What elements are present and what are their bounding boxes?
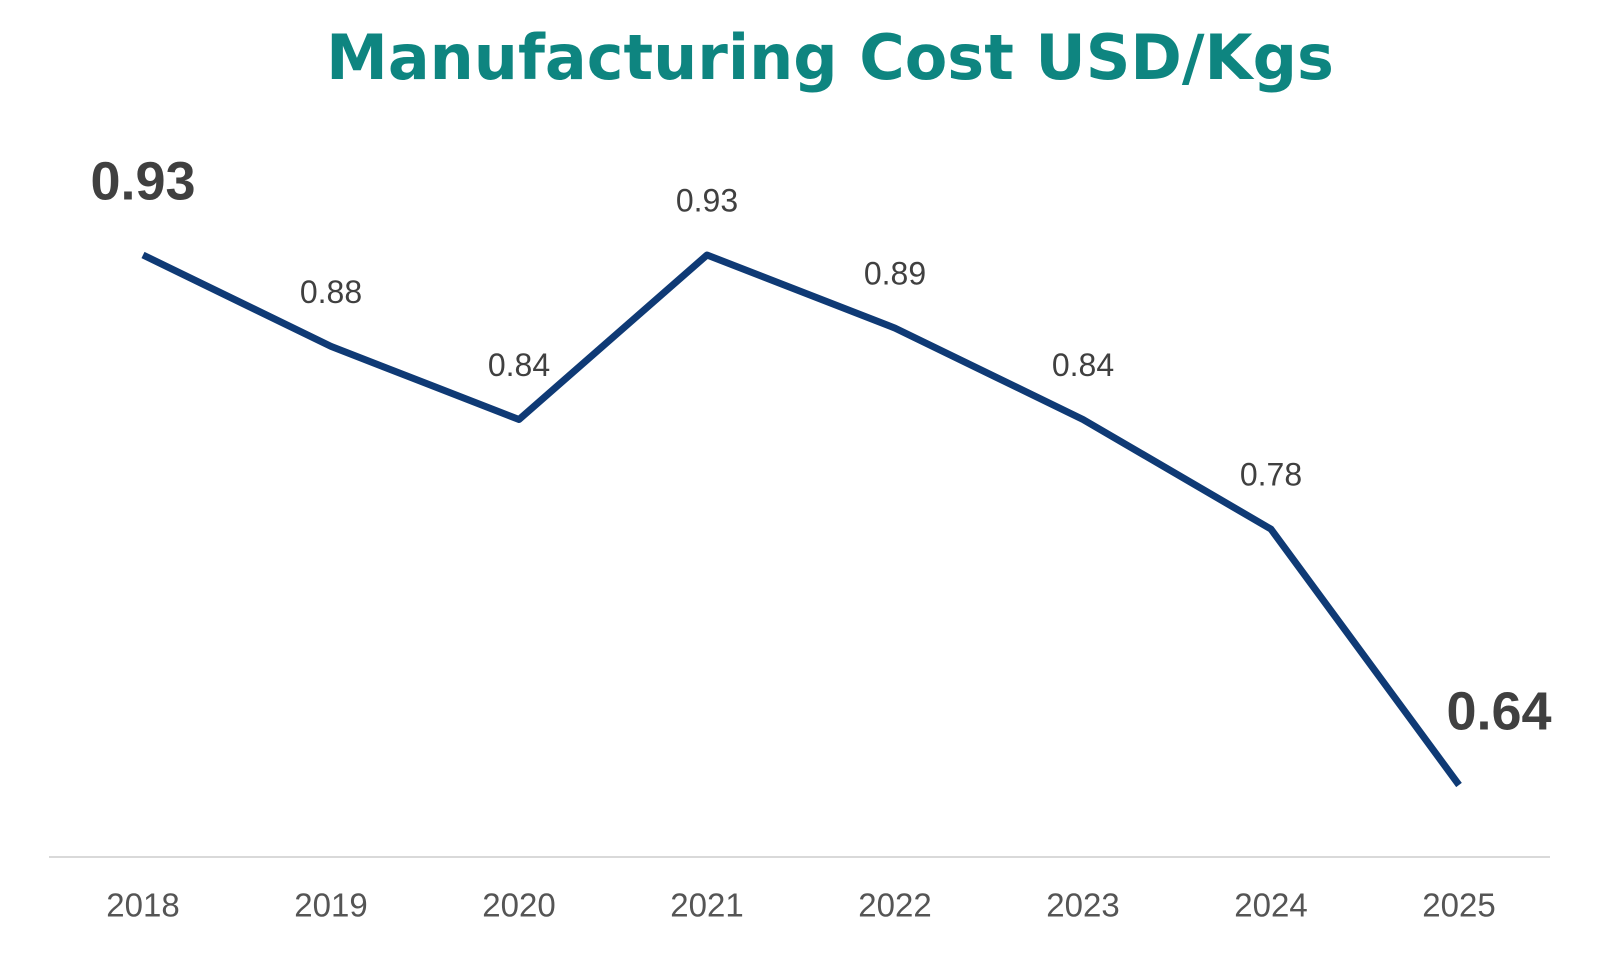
x-tick-label: 2025	[1422, 887, 1495, 924]
data-label: 0.89	[864, 256, 926, 292]
x-tick-label: 2020	[482, 887, 555, 924]
x-tick-label: 2024	[1234, 887, 1307, 924]
data-label: 0.93	[90, 151, 195, 211]
data-label: 0.84	[488, 347, 550, 383]
data-label: 0.84	[1052, 347, 1114, 383]
x-tick-label: 2023	[1046, 887, 1119, 924]
data-label: 0.78	[1240, 457, 1302, 493]
x-tick-label: 2018	[106, 887, 179, 924]
chart-title: Manufacturing Cost USD/Kgs	[326, 21, 1334, 94]
x-tick-label: 2022	[858, 887, 931, 924]
line	[141, 251, 1462, 788]
data-label: 0.64	[1446, 681, 1551, 741]
data-label: 0.93	[676, 182, 738, 218]
x-tick-label: 2021	[670, 887, 743, 924]
data-label: 0.88	[300, 274, 362, 310]
x-tick-label: 2019	[294, 887, 367, 924]
